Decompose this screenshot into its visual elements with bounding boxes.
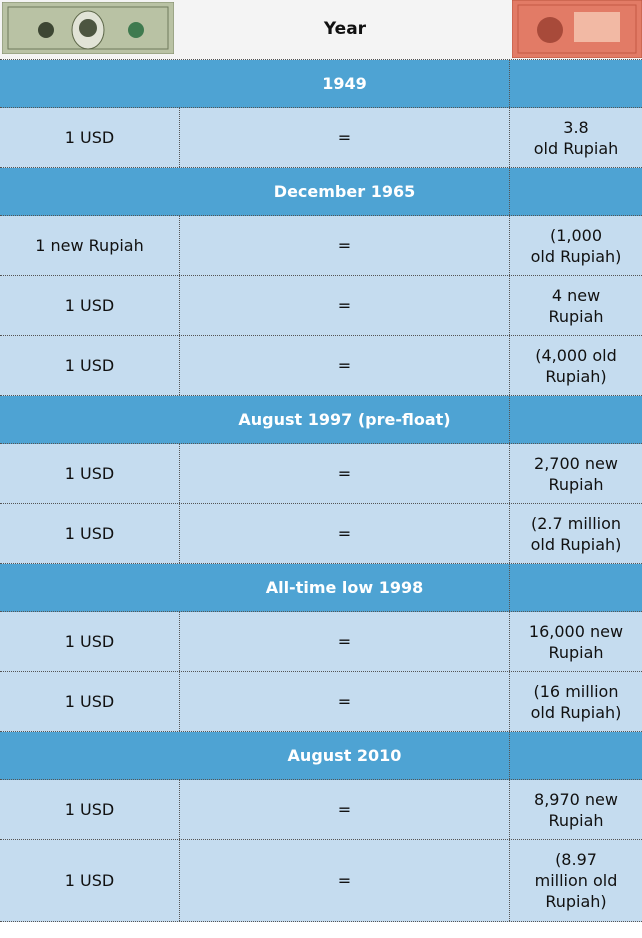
right-line: 3.8: [563, 117, 588, 138]
middle-cell: =: [180, 108, 510, 167]
empty-cell: [510, 732, 642, 779]
right-line: old Rupiah: [534, 138, 619, 159]
right-line: Rupiah): [545, 891, 606, 912]
middle-cell: =: [180, 840, 510, 921]
dollar-bill: [2, 2, 174, 54]
left-cell: 1 USD: [0, 444, 180, 503]
middle-cell: =: [180, 780, 510, 839]
left-cell: 1 USD: [0, 780, 180, 839]
middle-cell: =: [180, 672, 510, 731]
section-title: August 2010: [180, 732, 510, 779]
empty-cell: [510, 564, 642, 611]
left-cell: 1 USD: [0, 504, 180, 563]
section-row: August 1997 (pre-float): [0, 396, 642, 444]
right-line: (16 million: [534, 681, 619, 702]
left-cell: 1 new Rupiah: [0, 216, 180, 275]
right-line: 16,000 new: [529, 621, 623, 642]
empty-cell: [510, 168, 642, 215]
empty-cell: [510, 60, 642, 107]
section-title: All-time low 1998: [180, 564, 510, 611]
right-line: (8.97: [555, 849, 597, 870]
rupiah-note: [512, 0, 642, 58]
middle-cell: =: [180, 612, 510, 671]
right-line: 8,970 new: [534, 789, 618, 810]
right-line: (2.7 million: [531, 513, 621, 534]
right-line: (1,000: [550, 225, 602, 246]
right-line: Rupiah): [545, 366, 606, 387]
section-title: December 1965: [180, 168, 510, 215]
middle-cell: =: [180, 276, 510, 335]
section-title: 1949: [180, 60, 510, 107]
left-cell: 1 USD: [0, 612, 180, 671]
header-title: Year: [180, 0, 510, 59]
page: Year 19491 USD=3.8old RupiahDecember 196…: [0, 0, 642, 938]
middle-cell: =: [180, 216, 510, 275]
middle-cell: =: [180, 444, 510, 503]
right-line: Rupiah: [548, 810, 603, 831]
left-cell: 1 USD: [0, 108, 180, 167]
left-cell: 1 USD: [0, 336, 180, 395]
right-line: Rupiah: [548, 306, 603, 327]
middle-cell: =: [180, 336, 510, 395]
left-cell: 1 USD: [0, 276, 180, 335]
middle-cell: =: [180, 504, 510, 563]
empty-cell: [510, 396, 642, 443]
right-line: Rupiah: [548, 642, 603, 663]
section-title: August 1997 (pre-float): [180, 396, 510, 443]
section-row: December 1965: [0, 168, 642, 216]
right-line: Rupiah: [548, 474, 603, 495]
header-row: Year: [0, 0, 642, 60]
left-cell: 1 USD: [0, 672, 180, 731]
right-line: million old: [535, 870, 618, 891]
right-line: (4,000 old: [535, 345, 617, 366]
section-row: All-time low 1998: [0, 564, 642, 612]
right-line: 2,700 new: [534, 453, 618, 474]
section-row: August 2010: [0, 732, 642, 780]
right-line: old Rupiah): [531, 534, 622, 555]
right-line: 4 new: [552, 285, 600, 306]
left-cell: 1 USD: [0, 840, 180, 921]
section-row: 1949: [0, 60, 642, 108]
right-line: old Rupiah): [531, 246, 622, 267]
right-line: old Rupiah): [531, 702, 622, 723]
